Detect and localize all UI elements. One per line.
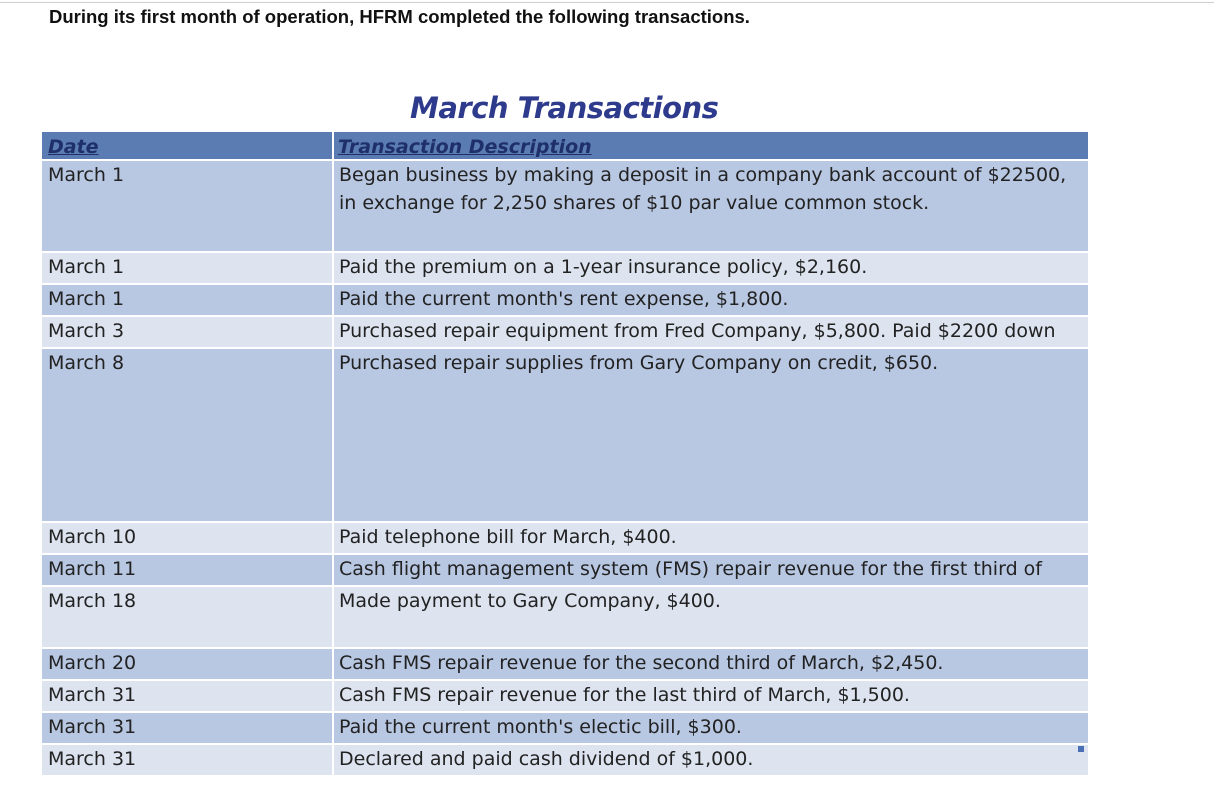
cell-description: Made payment to Gary Company, $400.: [334, 587, 1088, 647]
column-separator: [332, 523, 334, 553]
cell-date: March 10: [42, 523, 332, 553]
column-separator: [332, 587, 334, 647]
column-separator: [332, 132, 334, 159]
cell-description: Cash FMS repair revenue for the last thi…: [334, 681, 1088, 711]
cell-date: March 20: [42, 649, 332, 679]
cell-date: March 8: [42, 349, 332, 521]
column-separator: [332, 713, 334, 743]
column-separator: [332, 253, 334, 283]
cell-description: Cash flight management system (FMS) repa…: [334, 555, 1088, 585]
transactions-table: Date Transaction Description March 1 Beg…: [42, 132, 1088, 808]
cell-description: Began business by making a deposit in a …: [334, 161, 1088, 251]
resize-handle[interactable]: [1078, 746, 1084, 752]
cell-date: March 31: [42, 745, 332, 775]
cell-description: Paid the premium on a 1-year insurance p…: [334, 253, 1088, 283]
column-separator: [332, 161, 334, 251]
cell-date: March 1: [42, 285, 332, 315]
column-separator: [332, 649, 334, 679]
cell-date: March 31: [42, 681, 332, 711]
column-separator: [332, 555, 334, 585]
cell-description: Purchased repair equipment from Fred Com…: [334, 317, 1088, 347]
column-separator: [332, 745, 334, 775]
cell-date: March 18: [42, 587, 332, 647]
cell-description: Paid the current month's rent expense, $…: [334, 285, 1088, 315]
column-separator: [332, 285, 334, 315]
header-description: Transaction Description: [334, 132, 1088, 159]
intro-text: During its first month of operation, HFR…: [49, 6, 750, 27]
cell-date: March 3: [42, 317, 332, 347]
cell-date: March 31: [42, 713, 332, 743]
cell-date: March 1: [42, 253, 332, 283]
column-separator: [332, 349, 334, 521]
column-separator: [332, 317, 334, 347]
top-divider: [0, 2, 1214, 3]
cell-description: Paid the current month's electic bill, $…: [334, 713, 1088, 743]
cell-date: March 11: [42, 555, 332, 585]
cell-description: Declared and paid cash dividend of $1,00…: [334, 745, 1088, 775]
table-title: March Transactions: [410, 91, 719, 125]
cell-description: Purchased repair supplies from Gary Comp…: [334, 349, 1088, 521]
header-date: Date: [42, 132, 332, 159]
cell-date: March 1: [42, 161, 332, 251]
cell-description: Cash FMS repair revenue for the second t…: [334, 649, 1088, 679]
column-separator: [332, 681, 334, 711]
cell-description: Paid telephone bill for March, $400.: [334, 523, 1088, 553]
